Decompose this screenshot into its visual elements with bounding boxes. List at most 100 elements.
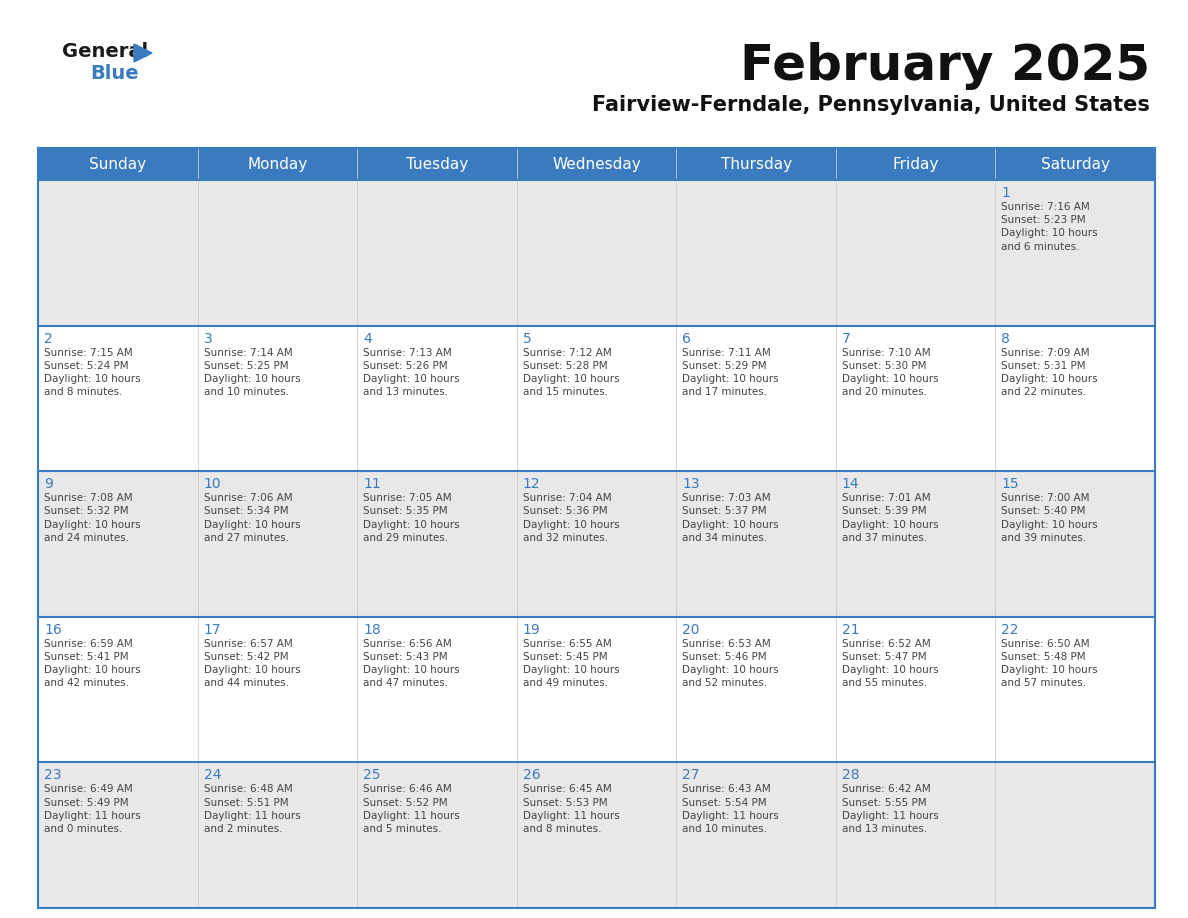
Text: Sunrise: 6:46 AM
Sunset: 5:52 PM
Daylight: 11 hours
and 5 minutes.: Sunrise: 6:46 AM Sunset: 5:52 PM Dayligh… [364, 784, 460, 834]
Bar [517, 326, 676, 471]
Text: 24: 24 [203, 768, 221, 782]
Text: Sunday: Sunday [89, 156, 146, 172]
Text: Sunrise: 6:53 AM
Sunset: 5:46 PM
Daylight: 10 hours
and 52 minutes.: Sunrise: 6:53 AM Sunset: 5:46 PM Dayligh… [682, 639, 779, 688]
Bar [676, 471, 836, 617]
Text: Sunrise: 6:57 AM
Sunset: 5:42 PM
Daylight: 10 hours
and 44 minutes.: Sunrise: 6:57 AM Sunset: 5:42 PM Dayligh… [203, 639, 301, 688]
Text: 13: 13 [682, 477, 700, 491]
Bar [676, 617, 836, 763]
Text: 3: 3 [203, 331, 213, 345]
Bar [358, 763, 517, 908]
Text: 22: 22 [1001, 622, 1019, 637]
Text: Sunrise: 6:56 AM
Sunset: 5:43 PM
Daylight: 10 hours
and 47 minutes.: Sunrise: 6:56 AM Sunset: 5:43 PM Dayligh… [364, 639, 460, 688]
Bar [197, 471, 358, 617]
Text: 20: 20 [682, 622, 700, 637]
Bar [836, 180, 996, 326]
Bar [517, 471, 676, 617]
Text: Sunrise: 7:08 AM
Sunset: 5:32 PM
Daylight: 10 hours
and 24 minutes.: Sunrise: 7:08 AM Sunset: 5:32 PM Dayligh… [44, 493, 140, 543]
Bar [996, 326, 1155, 471]
Text: Sunrise: 7:14 AM
Sunset: 5:25 PM
Daylight: 10 hours
and 10 minutes.: Sunrise: 7:14 AM Sunset: 5:25 PM Dayligh… [203, 348, 301, 397]
Bar [38, 148, 1155, 180]
Text: Sunrise: 6:42 AM
Sunset: 5:55 PM
Daylight: 11 hours
and 13 minutes.: Sunrise: 6:42 AM Sunset: 5:55 PM Dayligh… [842, 784, 939, 834]
Text: 12: 12 [523, 477, 541, 491]
Bar [517, 180, 676, 326]
Bar [197, 763, 358, 908]
Text: 28: 28 [842, 768, 859, 782]
Text: Sunrise: 6:45 AM
Sunset: 5:53 PM
Daylight: 11 hours
and 8 minutes.: Sunrise: 6:45 AM Sunset: 5:53 PM Dayligh… [523, 784, 619, 834]
Text: Blue: Blue [90, 64, 139, 83]
Text: 16: 16 [44, 622, 62, 637]
Text: Sunrise: 7:00 AM
Sunset: 5:40 PM
Daylight: 10 hours
and 39 minutes.: Sunrise: 7:00 AM Sunset: 5:40 PM Dayligh… [1001, 493, 1098, 543]
Text: 23: 23 [44, 768, 62, 782]
Text: 11: 11 [364, 477, 381, 491]
Text: 1: 1 [1001, 186, 1010, 200]
Text: Sunrise: 6:49 AM
Sunset: 5:49 PM
Daylight: 11 hours
and 0 minutes.: Sunrise: 6:49 AM Sunset: 5:49 PM Dayligh… [44, 784, 140, 834]
Text: Friday: Friday [892, 156, 939, 172]
Bar [836, 326, 996, 471]
Bar [358, 471, 517, 617]
Text: General: General [62, 42, 148, 61]
Text: Sunrise: 6:48 AM
Sunset: 5:51 PM
Daylight: 11 hours
and 2 minutes.: Sunrise: 6:48 AM Sunset: 5:51 PM Dayligh… [203, 784, 301, 834]
Text: 5: 5 [523, 331, 531, 345]
Text: Sunrise: 7:04 AM
Sunset: 5:36 PM
Daylight: 10 hours
and 32 minutes.: Sunrise: 7:04 AM Sunset: 5:36 PM Dayligh… [523, 493, 619, 543]
Text: Sunrise: 7:09 AM
Sunset: 5:31 PM
Daylight: 10 hours
and 22 minutes.: Sunrise: 7:09 AM Sunset: 5:31 PM Dayligh… [1001, 348, 1098, 397]
Text: 27: 27 [682, 768, 700, 782]
Text: Sunrise: 7:10 AM
Sunset: 5:30 PM
Daylight: 10 hours
and 20 minutes.: Sunrise: 7:10 AM Sunset: 5:30 PM Dayligh… [842, 348, 939, 397]
Text: 10: 10 [203, 477, 221, 491]
Bar [358, 326, 517, 471]
Bar [836, 763, 996, 908]
Text: Saturday: Saturday [1041, 156, 1110, 172]
Text: Sunrise: 6:59 AM
Sunset: 5:41 PM
Daylight: 10 hours
and 42 minutes.: Sunrise: 6:59 AM Sunset: 5:41 PM Dayligh… [44, 639, 140, 688]
Text: Sunrise: 7:13 AM
Sunset: 5:26 PM
Daylight: 10 hours
and 13 minutes.: Sunrise: 7:13 AM Sunset: 5:26 PM Dayligh… [364, 348, 460, 397]
Text: 9: 9 [44, 477, 53, 491]
Text: 4: 4 [364, 331, 372, 345]
Text: 19: 19 [523, 622, 541, 637]
Bar [996, 180, 1155, 326]
Bar [38, 617, 197, 763]
Text: 7: 7 [842, 331, 851, 345]
Text: 25: 25 [364, 768, 380, 782]
Bar [996, 471, 1155, 617]
Text: Sunrise: 7:05 AM
Sunset: 5:35 PM
Daylight: 10 hours
and 29 minutes.: Sunrise: 7:05 AM Sunset: 5:35 PM Dayligh… [364, 493, 460, 543]
Text: Sunrise: 7:03 AM
Sunset: 5:37 PM
Daylight: 10 hours
and 34 minutes.: Sunrise: 7:03 AM Sunset: 5:37 PM Dayligh… [682, 493, 779, 543]
Text: 18: 18 [364, 622, 381, 637]
Text: Thursday: Thursday [720, 156, 791, 172]
Text: Wednesday: Wednesday [552, 156, 640, 172]
Bar [358, 617, 517, 763]
Bar [197, 617, 358, 763]
Bar [38, 763, 197, 908]
Bar [197, 326, 358, 471]
Text: Sunrise: 6:43 AM
Sunset: 5:54 PM
Daylight: 11 hours
and 10 minutes.: Sunrise: 6:43 AM Sunset: 5:54 PM Dayligh… [682, 784, 779, 834]
Bar [517, 763, 676, 908]
Text: Monday: Monday [247, 156, 308, 172]
Text: Sunrise: 6:55 AM
Sunset: 5:45 PM
Daylight: 10 hours
and 49 minutes.: Sunrise: 6:55 AM Sunset: 5:45 PM Dayligh… [523, 639, 619, 688]
Text: Fairview-Ferndale, Pennsylvania, United States: Fairview-Ferndale, Pennsylvania, United … [592, 95, 1150, 115]
Bar [996, 763, 1155, 908]
Text: Sunrise: 7:06 AM
Sunset: 5:34 PM
Daylight: 10 hours
and 27 minutes.: Sunrise: 7:06 AM Sunset: 5:34 PM Dayligh… [203, 493, 301, 543]
Bar [197, 180, 358, 326]
Text: Sunrise: 7:16 AM
Sunset: 5:23 PM
Daylight: 10 hours
and 6 minutes.: Sunrise: 7:16 AM Sunset: 5:23 PM Dayligh… [1001, 202, 1098, 252]
Text: 2: 2 [44, 331, 52, 345]
Bar [517, 617, 676, 763]
Text: Tuesday: Tuesday [406, 156, 468, 172]
Text: Sunrise: 7:15 AM
Sunset: 5:24 PM
Daylight: 10 hours
and 8 minutes.: Sunrise: 7:15 AM Sunset: 5:24 PM Dayligh… [44, 348, 140, 397]
Text: Sunrise: 7:11 AM
Sunset: 5:29 PM
Daylight: 10 hours
and 17 minutes.: Sunrise: 7:11 AM Sunset: 5:29 PM Dayligh… [682, 348, 779, 397]
Text: Sunrise: 6:50 AM
Sunset: 5:48 PM
Daylight: 10 hours
and 57 minutes.: Sunrise: 6:50 AM Sunset: 5:48 PM Dayligh… [1001, 639, 1098, 688]
Text: 17: 17 [203, 622, 221, 637]
Text: 26: 26 [523, 768, 541, 782]
Text: 21: 21 [842, 622, 859, 637]
Bar [38, 326, 197, 471]
Bar [38, 471, 197, 617]
Bar [38, 180, 197, 326]
Text: 14: 14 [842, 477, 859, 491]
Polygon shape [134, 44, 152, 62]
Text: Sunrise: 7:12 AM
Sunset: 5:28 PM
Daylight: 10 hours
and 15 minutes.: Sunrise: 7:12 AM Sunset: 5:28 PM Dayligh… [523, 348, 619, 397]
Bar [676, 763, 836, 908]
Text: Sunrise: 7:01 AM
Sunset: 5:39 PM
Daylight: 10 hours
and 37 minutes.: Sunrise: 7:01 AM Sunset: 5:39 PM Dayligh… [842, 493, 939, 543]
Text: 6: 6 [682, 331, 691, 345]
Bar [836, 617, 996, 763]
Text: Sunrise: 6:52 AM
Sunset: 5:47 PM
Daylight: 10 hours
and 55 minutes.: Sunrise: 6:52 AM Sunset: 5:47 PM Dayligh… [842, 639, 939, 688]
Text: 8: 8 [1001, 331, 1010, 345]
Bar [676, 180, 836, 326]
Text: February 2025: February 2025 [740, 42, 1150, 90]
Text: 15: 15 [1001, 477, 1019, 491]
